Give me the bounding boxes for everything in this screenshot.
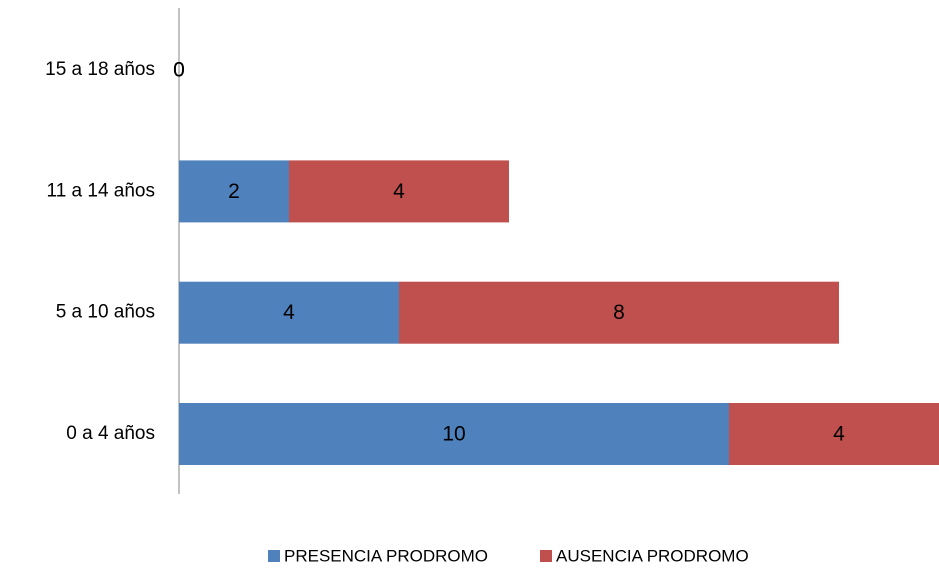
category-label: 11 a 14 años (47, 180, 155, 201)
category-label: 0 a 4 años (66, 423, 155, 444)
bar-segment (179, 160, 289, 223)
data-label: 0 (173, 59, 185, 82)
legend-swatch (268, 550, 280, 562)
category-label: 5 a 10 años (56, 302, 155, 323)
bar-segment (179, 281, 399, 344)
bar-segment (729, 403, 939, 465)
data-label: 2 (228, 180, 240, 203)
legend-label: PRESENCIA PRODROMO (284, 546, 488, 565)
bar-segment (399, 281, 839, 344)
data-label: 0 (173, 59, 185, 82)
category-label: 15 a 18 años (45, 59, 155, 80)
legend-swatch (540, 550, 552, 562)
data-label: 4 (283, 301, 295, 324)
bar-segment (289, 160, 509, 223)
data-label: 4 (393, 180, 405, 203)
data-label: 10 (442, 423, 465, 446)
data-label: 8 (613, 301, 625, 324)
bar-segment (179, 403, 729, 465)
data-label: 4 (833, 423, 845, 446)
legend-label: AUSENCIA PRODROMO (556, 546, 749, 565)
